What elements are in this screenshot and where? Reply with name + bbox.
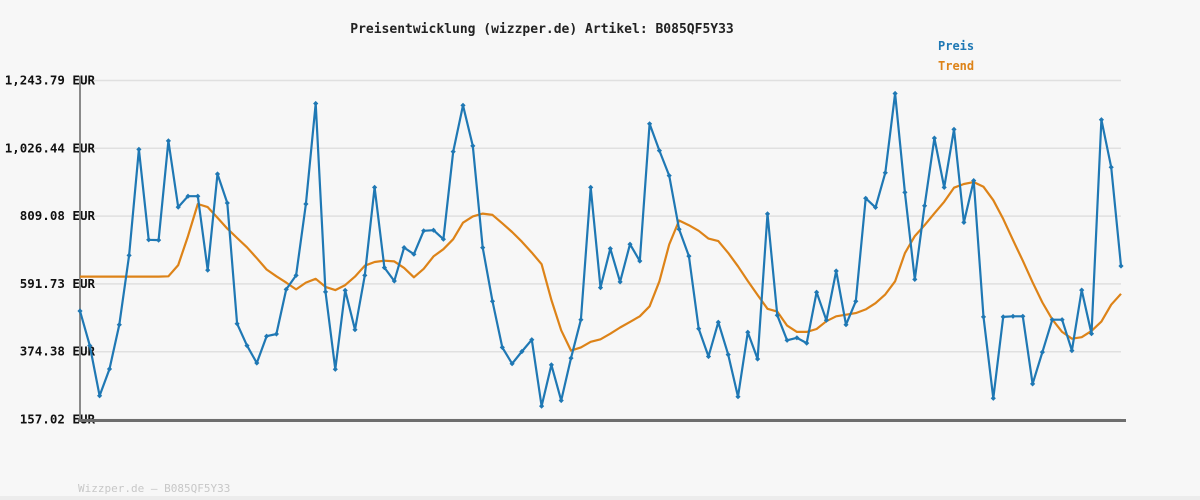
legend-item-preis: Preis [938,39,975,53]
price-point-markers [77,90,1124,409]
y-tick-label: 591.73 EUR [20,276,96,291]
y-tick-label: 374.38 EUR [20,344,96,359]
chart-title: Preisentwicklung (wizzper.de) Artikel: B… [350,22,734,37]
price-line [78,92,1123,408]
bottom-strip [0,496,1200,500]
legend-item-trend: Trend [938,59,975,73]
legend: Preis Trend [938,39,974,79]
watermark-text: Wizzper.de — B085QF5Y33 [78,482,231,495]
y-tick-label: 1,243.79 EUR [5,73,96,88]
trend-line [80,181,1122,352]
y-tick-label: 1,026.44 EUR [5,140,96,155]
y-tick-label: 157.02 EUR [20,412,96,427]
y-tick-label: 809.08 EUR [20,208,96,223]
